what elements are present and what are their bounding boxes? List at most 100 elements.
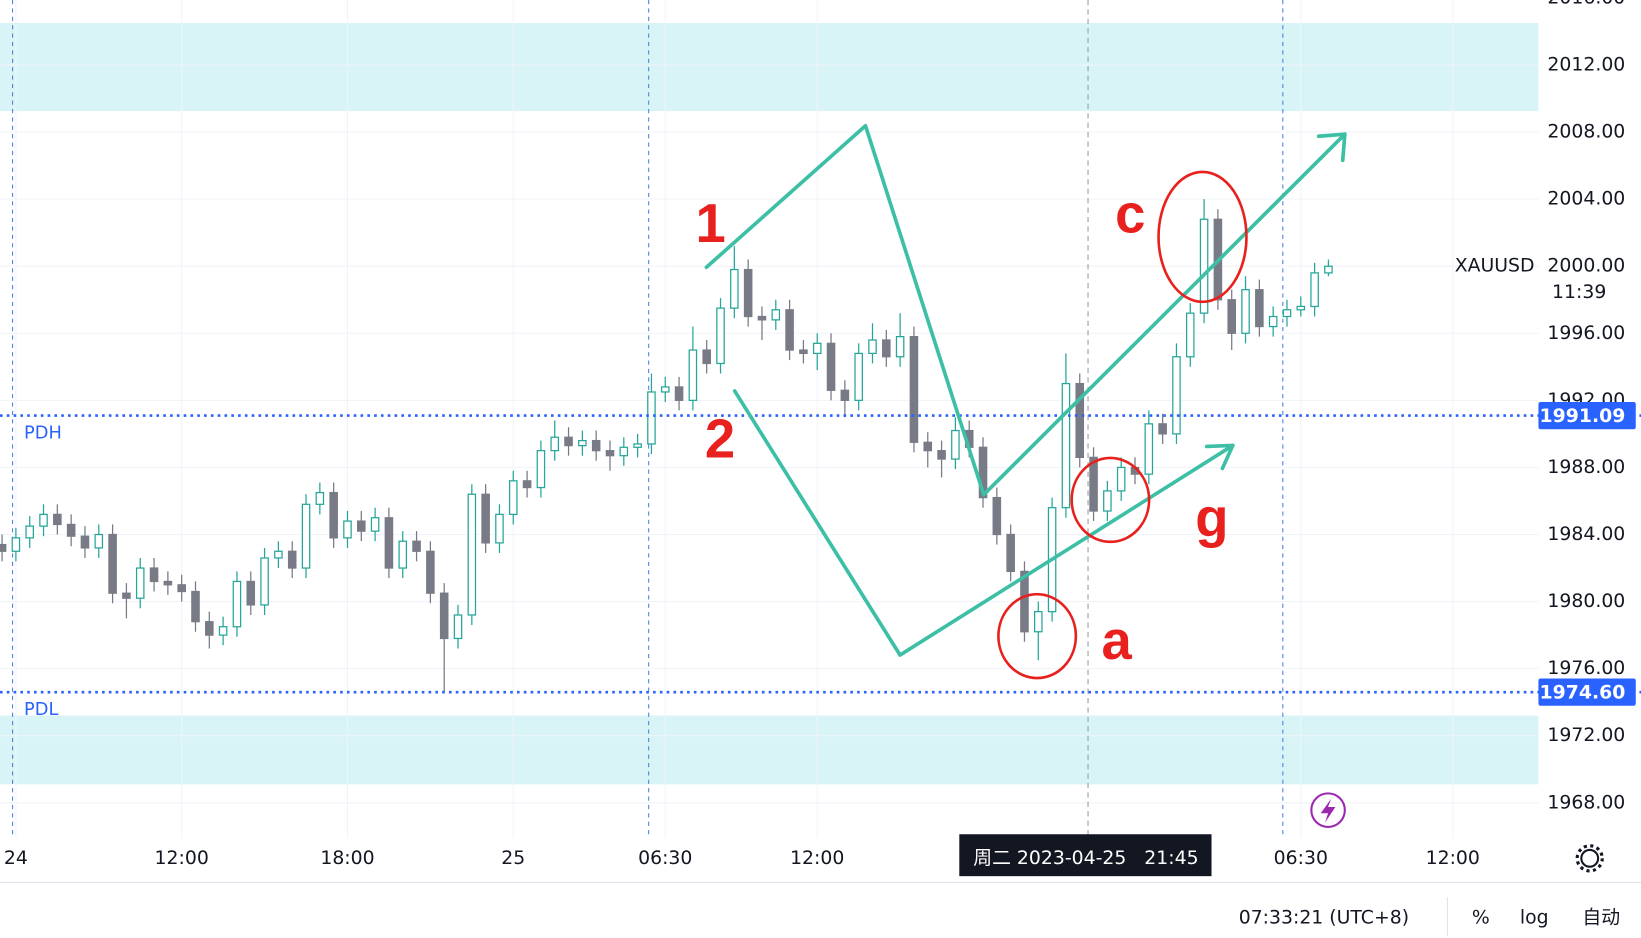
candle — [0, 534, 7, 562]
candle-body — [937, 450, 946, 460]
candle — [246, 571, 256, 615]
candle — [799, 339, 808, 364]
candle-body — [94, 533, 104, 549]
candle — [1268, 306, 1278, 337]
candle-body — [591, 439, 601, 452]
candle-body — [1227, 299, 1237, 334]
clock[interactable]: 07:33:21 (UTC+8) — [1239, 908, 1409, 929]
gear-ring — [1580, 848, 1600, 868]
candle-body — [1033, 611, 1043, 633]
candle-body — [398, 540, 408, 569]
candle-body — [1144, 423, 1154, 475]
candle — [743, 259, 753, 327]
candle — [909, 326, 919, 453]
candle — [978, 437, 988, 508]
candle — [1241, 276, 1250, 344]
candle — [895, 313, 905, 367]
candle-body — [743, 268, 753, 318]
candle — [177, 574, 186, 602]
settings-icon[interactable] — [1575, 844, 1604, 873]
y-tick-label: 1984.00 — [1547, 524, 1625, 545]
candle-body — [122, 592, 131, 599]
candle — [508, 470, 518, 525]
candle — [343, 511, 352, 548]
candle-body — [315, 491, 325, 505]
alert-icon[interactable] — [1310, 792, 1346, 828]
candle — [384, 507, 394, 579]
x-tick-label: 12:00 — [1426, 848, 1480, 869]
candle — [1089, 447, 1098, 522]
trend-line — [704, 123, 1347, 497]
highlight-ellipse — [997, 592, 1078, 680]
plot-background — [0, 0, 1539, 839]
candle-body — [605, 450, 615, 457]
candle — [716, 298, 725, 374]
log-toggle[interactable]: log — [1520, 908, 1549, 929]
candle-body — [39, 513, 48, 527]
candle — [882, 329, 891, 367]
candle-body — [1116, 466, 1126, 492]
candle — [232, 571, 242, 637]
candle — [1199, 199, 1209, 324]
level-name: PDL — [24, 699, 58, 720]
alert-ring — [1310, 792, 1346, 828]
candle-body — [1075, 382, 1085, 458]
countdown: 11:39 — [1552, 282, 1606, 303]
candles: PDH PDL — [0, 199, 1641, 720]
candle-body — [439, 592, 449, 640]
candle — [785, 299, 794, 361]
axes: 2016.00 2012.00 2008.00 2004.00 2000.00 1996.… — [4, 0, 1636, 877]
candle — [1227, 289, 1237, 351]
candle-body — [578, 439, 587, 447]
candle-body — [384, 517, 394, 569]
candle — [1185, 303, 1195, 367]
candle-body — [882, 339, 891, 358]
candle-body — [495, 513, 504, 544]
x-tick-label: 12:00 — [790, 848, 844, 869]
crosshair-tag — [959, 834, 1212, 877]
candle-body — [1172, 356, 1181, 435]
candle-body — [1324, 265, 1333, 274]
price-tag — [1538, 678, 1636, 706]
candle — [357, 511, 366, 542]
x-tick-label: 12:00 — [155, 848, 209, 869]
candle — [122, 583, 131, 619]
candle — [854, 343, 863, 411]
candle — [481, 484, 490, 553]
annotation: g — [1195, 487, 1228, 548]
gear-teeth — [1575, 844, 1604, 873]
candle — [619, 437, 629, 466]
candle-body — [854, 352, 863, 401]
level-name: PDH — [24, 422, 62, 443]
candle-body — [11, 537, 21, 552]
candle — [647, 373, 656, 455]
annotation: a — [1102, 610, 1133, 671]
auto-toggle[interactable]: 自动 — [1582, 907, 1620, 929]
candle — [771, 299, 781, 330]
alert-bolt — [1320, 798, 1336, 823]
candle-body — [0, 543, 7, 552]
candle-body — [80, 535, 90, 549]
candle-body — [1020, 570, 1029, 633]
candle-body — [688, 349, 698, 401]
candle-body — [357, 520, 366, 532]
candle-body — [868, 339, 877, 355]
candle — [923, 432, 933, 468]
y-tick-label: 1980.00 — [1547, 591, 1625, 612]
percent-toggle[interactable]: % — [1472, 908, 1490, 929]
zone — [0, 23, 1539, 112]
candle — [1144, 410, 1154, 485]
y-tick-label: 2004.00 — [1547, 189, 1625, 210]
candle — [1033, 601, 1043, 661]
candle — [1296, 296, 1306, 317]
candle — [439, 583, 449, 693]
candle — [1282, 299, 1292, 327]
x-tick-label: 18:00 — [320, 848, 374, 869]
candle-body — [370, 517, 380, 532]
candle — [39, 504, 48, 537]
candle — [1006, 524, 1015, 582]
annotation: 2 — [705, 409, 735, 470]
candle — [688, 326, 698, 411]
candle-body — [481, 493, 490, 544]
x-tick-label: 06:30 — [1274, 848, 1328, 869]
